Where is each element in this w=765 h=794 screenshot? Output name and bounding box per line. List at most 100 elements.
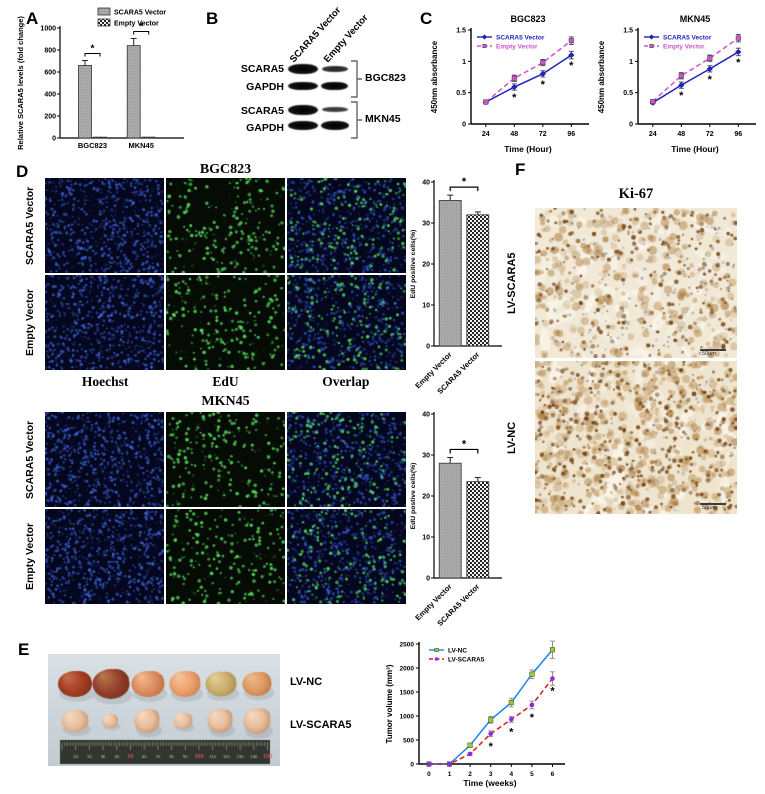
svg-text:BGC823: BGC823 xyxy=(510,14,545,24)
svg-text:SCARA5 Vector: SCARA5 Vector xyxy=(496,35,545,42)
svg-text:1: 1 xyxy=(462,59,466,66)
svg-text:*: * xyxy=(462,176,467,188)
ki67-title: Ki-67 xyxy=(618,186,654,202)
svg-text:2: 2 xyxy=(468,771,472,778)
panel-e-letter: E xyxy=(18,640,30,659)
mkn45-title: MKN45 xyxy=(201,394,250,409)
ihc-image-lv-scara5 xyxy=(535,208,737,358)
svg-text:Time (Hour): Time (Hour) xyxy=(671,144,719,154)
svg-text:0: 0 xyxy=(426,576,430,583)
svg-text:4: 4 xyxy=(509,771,513,778)
fluorescence-image xyxy=(45,509,164,604)
svg-text:BGC823: BGC823 xyxy=(78,141,107,150)
svg-text:0: 0 xyxy=(426,344,430,351)
svg-text:500: 500 xyxy=(403,738,414,745)
svg-text:*: * xyxy=(679,90,684,102)
svg-text:*: * xyxy=(708,74,713,86)
panel-b-letter: B xyxy=(206,9,219,28)
panel-a-bar-chart: 0 200 400 600 800 1000 Relative SCARA5 levels … xyxy=(16,7,184,150)
stain-column-labels: Hoechst EdU Overlap xyxy=(45,374,406,390)
svg-text:30: 30 xyxy=(422,221,430,228)
svg-text:EdU postive cells(%): EdU postive cells(%) xyxy=(410,463,417,530)
panel-c-mkn45-line-chart: 0 0.5 1 1.5 24 48 72 96 MKN45 Time (Hour) 450nm ab… xyxy=(597,14,756,154)
svg-text:0: 0 xyxy=(52,136,56,143)
svg-text:*: * xyxy=(509,726,514,738)
blot-row-label: SCARA5 xyxy=(240,105,284,117)
svg-text:SCARA5 Vector: SCARA5 Vector xyxy=(114,10,166,17)
svg-text:72: 72 xyxy=(539,131,547,138)
tumor-photo xyxy=(48,654,280,766)
scale-bar xyxy=(700,503,726,505)
row-label-empty-vector: Empty Vector xyxy=(24,288,36,357)
protein-band xyxy=(322,107,348,112)
scale-bar xyxy=(700,349,726,351)
svg-text:*: * xyxy=(139,21,143,32)
protein-band xyxy=(288,82,318,90)
svg-text:1.5: 1.5 xyxy=(623,28,633,35)
svg-text:450nm absorbance: 450nm absorbance xyxy=(597,40,606,113)
tumor-volume-line-chart: 0 500 1000 1500 2000 2500 0 1 2 3 4 5 6 Time (weeks) T… xyxy=(385,640,565,788)
protein-band xyxy=(288,64,318,74)
svg-text:24: 24 xyxy=(649,131,657,138)
svg-text:SCARA5 Vector: SCARA5 Vector xyxy=(663,35,712,42)
row-label-lv-scara5: LV-SCARA5 xyxy=(506,252,518,314)
svg-text:*: * xyxy=(91,43,95,54)
svg-text:30: 30 xyxy=(422,453,430,460)
svg-text:5: 5 xyxy=(530,771,534,778)
svg-text:10: 10 xyxy=(422,303,430,310)
protein-band xyxy=(288,105,318,115)
fluorescence-image xyxy=(166,412,285,507)
svg-text:20: 20 xyxy=(422,494,430,501)
row-label-empty-vector: Empty Vector xyxy=(24,522,36,591)
svg-text:*: * xyxy=(541,79,546,91)
svg-text:0: 0 xyxy=(629,122,633,129)
row-label-scara5-vector: SCARA5 Vector xyxy=(24,186,36,265)
bracket xyxy=(351,60,362,98)
svg-text:LV-NC: LV-NC xyxy=(448,648,467,655)
bracket xyxy=(351,101,362,139)
svg-text:0: 0 xyxy=(427,771,431,778)
svg-text:*: * xyxy=(512,92,517,104)
blot-row-label: GAPDH xyxy=(246,122,284,134)
hoechst-label: Hoechst xyxy=(81,374,129,389)
overlap-label: Overlap xyxy=(322,374,370,389)
panel-f-letter: F xyxy=(515,160,526,179)
svg-text:MKN45: MKN45 xyxy=(128,141,153,150)
panel-d-letter: D xyxy=(16,162,29,181)
svg-text:LV-SCARA5: LV-SCARA5 xyxy=(448,657,485,664)
svg-text:*: * xyxy=(569,60,574,72)
svg-text:*: * xyxy=(550,686,555,698)
svg-text:40: 40 xyxy=(422,180,430,187)
protein-band xyxy=(321,82,348,90)
svg-text:0: 0 xyxy=(410,762,414,769)
ihc-image-lv-nc xyxy=(535,361,737,514)
lv-scara5-label: LV-SCARA5 xyxy=(290,719,352,731)
svg-text:800: 800 xyxy=(44,48,56,55)
fluorescence-image xyxy=(287,412,406,507)
svg-text:Empty Vector: Empty Vector xyxy=(114,21,159,28)
svg-text:Time (Hour): Time (Hour) xyxy=(504,144,552,154)
svg-text:Relative SCARA5 levels (fold c: Relative SCARA5 levels (fold change) xyxy=(16,16,25,150)
svg-text:1500: 1500 xyxy=(400,690,415,697)
svg-text:96: 96 xyxy=(567,131,575,138)
svg-text:48: 48 xyxy=(510,131,518,138)
svg-text:2500: 2500 xyxy=(400,642,415,649)
svg-text:200: 200 xyxy=(44,114,56,121)
panel-c-bgc823-line-chart: 0 0.5 1 1.5 24 48 72 96 BGC823 Time (Hour) 450nm a… xyxy=(430,14,589,154)
svg-text:1: 1 xyxy=(448,771,452,778)
protein-band xyxy=(321,121,349,130)
svg-text:400: 400 xyxy=(44,92,56,99)
svg-text:96: 96 xyxy=(734,131,742,138)
protein-band xyxy=(288,121,318,130)
svg-text:*: * xyxy=(530,712,535,724)
blot-row-label: SCARA5 xyxy=(240,63,284,75)
blot-group-label: BGC823 xyxy=(365,72,406,84)
svg-text:0.5: 0.5 xyxy=(456,90,466,97)
fluorescence-image xyxy=(287,178,406,273)
svg-text:2000: 2000 xyxy=(400,666,415,673)
svg-text:20: 20 xyxy=(422,262,430,269)
svg-text:*: * xyxy=(736,57,741,69)
